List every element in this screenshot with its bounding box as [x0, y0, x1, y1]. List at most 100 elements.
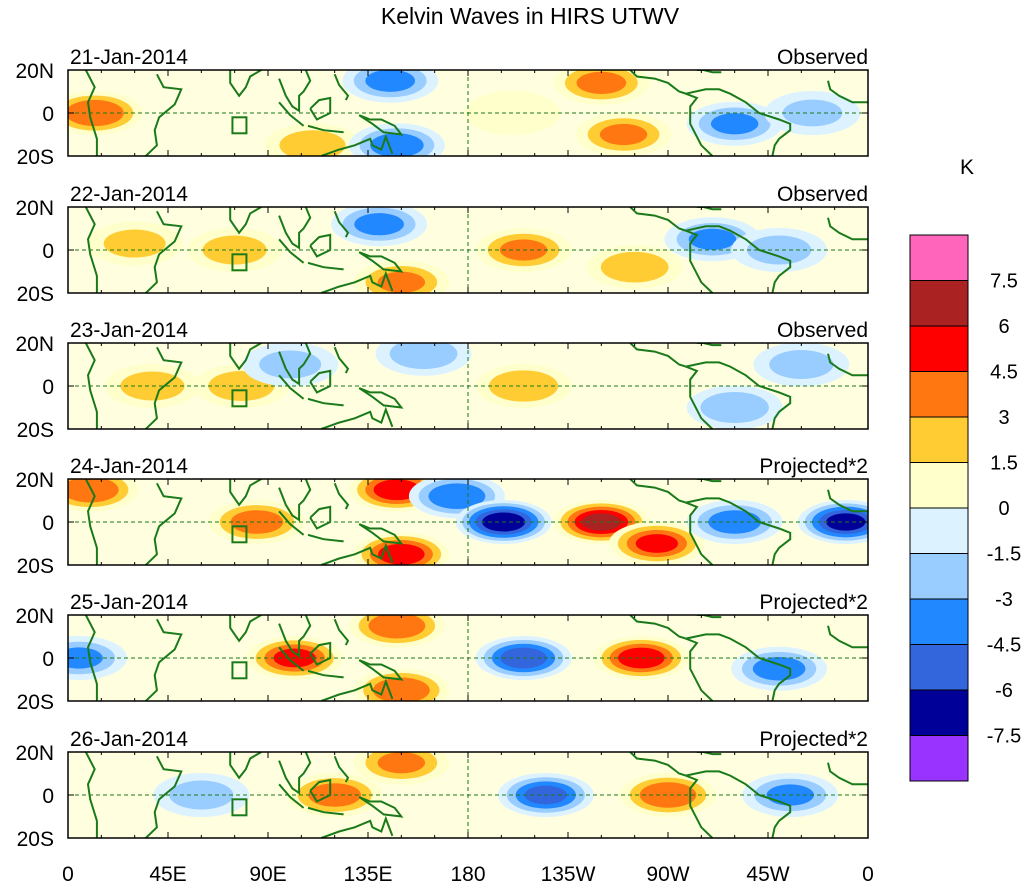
- anomaly-blob-5: [639, 782, 697, 808]
- coastline-1: [84, 207, 98, 293]
- coastline-6: [307, 397, 344, 407]
- colorbar-label: 6: [998, 316, 1009, 338]
- coastline-10: [320, 133, 394, 156]
- anomaly-blob-4: [377, 271, 426, 293]
- coastline-9: [358, 796, 404, 818]
- x-tick-label: 135W: [541, 863, 596, 886]
- coastline-13: [696, 70, 722, 74]
- colorbar-label: -1.5: [987, 544, 1021, 566]
- panel-date: 24-Jan-2014: [70, 455, 188, 478]
- coastline-1: [84, 70, 98, 156]
- coastline-12: [685, 770, 792, 838]
- colorbar-swatch: [909, 325, 969, 372]
- colorbar-swatch: [909, 553, 969, 600]
- coastline-10: [320, 815, 394, 838]
- anomaly-blob-1: [68, 99, 124, 127]
- box-marker: [231, 116, 248, 135]
- map-panel-3: 20N 0 20S 23-Jan-2014 Observed: [15, 319, 869, 442]
- box-marker: [231, 798, 248, 817]
- anomaly-blob-7: [688, 228, 737, 250]
- colorbar-label: 4.5: [990, 362, 1018, 384]
- coastline-10: [320, 542, 394, 565]
- coastline-4: [278, 207, 312, 250]
- box-marker: [231, 661, 248, 680]
- colorbar-label: -3: [995, 589, 1013, 611]
- y-tick-label: 20N: [15, 605, 54, 628]
- coastline-5: [278, 510, 305, 536]
- coastline-9: [358, 659, 404, 681]
- coastlines: [84, 70, 868, 156]
- anomaly-blob-1: [68, 479, 119, 503]
- box-marker: [231, 253, 248, 272]
- coastline-2: [145, 755, 183, 838]
- y-tick-label: 0: [42, 240, 54, 263]
- x-tick-label: 90W: [646, 863, 689, 886]
- coastline-5: [278, 374, 305, 400]
- coastline-3: [229, 207, 262, 235]
- y-tick-label: 20N: [15, 469, 54, 492]
- colorbar-swatch: [909, 644, 969, 691]
- colorbar-swatch: [909, 598, 969, 645]
- panel-date: 23-Jan-2014: [70, 319, 188, 342]
- box-marker: [231, 389, 248, 408]
- anomaly-blob-3: [377, 752, 426, 774]
- anomaly-blob-8: [635, 534, 679, 553]
- anomaly-blob-3: [368, 615, 426, 639]
- anomaly-blob-2: [279, 130, 346, 156]
- coastlines: [84, 752, 868, 838]
- coastline-9: [358, 523, 404, 545]
- coastline-3: [229, 615, 262, 643]
- coastline-8: [333, 346, 350, 374]
- colorbar-swatch: [909, 234, 969, 281]
- anomaly-blob-6: [618, 647, 665, 669]
- coastline-1: [84, 343, 98, 429]
- coastline-6: [307, 806, 344, 816]
- coastlines: [84, 343, 868, 429]
- coastline-14: [827, 80, 868, 104]
- coastline-2: [145, 73, 183, 156]
- panel-label: Projected*2: [759, 455, 868, 478]
- colorbar-units: K: [960, 156, 974, 179]
- panel-label: Observed: [777, 46, 868, 69]
- coastline-5: [278, 101, 305, 127]
- coastlines: [84, 479, 868, 565]
- colorbar-label: -4.5: [987, 635, 1021, 657]
- coastline-5: [278, 783, 305, 809]
- coastline-12: [685, 497, 792, 565]
- coastline-9: [358, 114, 404, 136]
- coastline-4: [278, 479, 312, 522]
- anomaly-blob-2: [202, 235, 267, 265]
- panel-date: 26-Jan-2014: [70, 728, 188, 751]
- y-tick-label: 0: [42, 103, 54, 126]
- coastline-2: [145, 482, 183, 565]
- coastline-4: [278, 752, 312, 795]
- coastline-3: [229, 70, 262, 98]
- map-panel-4: 20N 0 20S 24-Jan-2014 Projected*2: [15, 455, 869, 578]
- coastline-13: [696, 752, 722, 756]
- coastline-13: [696, 343, 722, 347]
- colorbar-label: 0: [998, 498, 1009, 520]
- anomaly-blob-4: [370, 133, 424, 156]
- coastline-3: [229, 752, 262, 780]
- coastline-14: [827, 217, 868, 241]
- coastline-13: [696, 615, 722, 619]
- coastline-1: [84, 479, 98, 565]
- coastline-2: [145, 210, 183, 293]
- y-tick-label: 20S: [17, 283, 54, 306]
- box-marker: [231, 525, 248, 544]
- anomaly-blob-1: [103, 229, 166, 258]
- y-tick-label: 20S: [17, 555, 54, 578]
- coastline-7: [309, 96, 332, 121]
- y-tick-label: 20S: [17, 691, 54, 714]
- panel-label: Observed: [777, 319, 868, 342]
- coastline-8: [333, 210, 350, 238]
- coastline-6: [307, 669, 344, 679]
- colorbar-swatch: [909, 462, 969, 509]
- coastline-14: [827, 489, 868, 513]
- anomaly-field: [68, 207, 868, 293]
- coastline-10: [320, 678, 394, 701]
- coastline-12: [685, 88, 792, 156]
- y-tick-label: 20S: [17, 146, 54, 169]
- x-tick-label: 0: [862, 863, 874, 886]
- coastline-1: [84, 615, 98, 701]
